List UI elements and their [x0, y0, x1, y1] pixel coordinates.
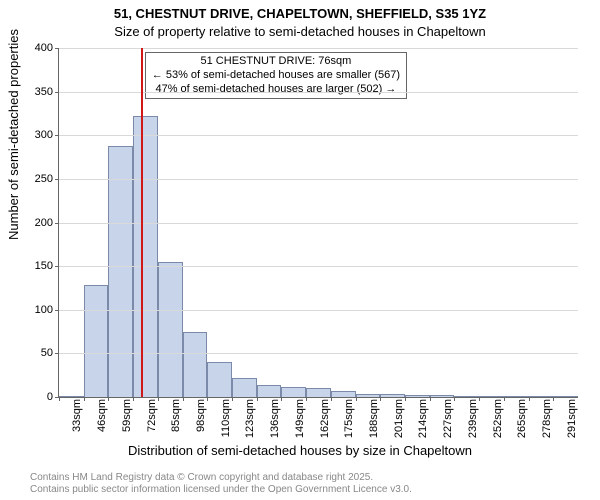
x-tick-label: 33sqm: [71, 397, 83, 432]
y-tick-label: 350: [35, 86, 59, 98]
x-tick-label: 252sqm: [492, 397, 504, 438]
x-tick-mark: [430, 397, 431, 401]
x-axis-label: Distribution of semi-detached houses by …: [0, 443, 600, 458]
y-tick-label: 300: [35, 129, 59, 141]
gridline: [59, 135, 578, 136]
footer: Contains HM Land Registry data © Crown c…: [30, 472, 412, 496]
x-tick-label: 59sqm: [121, 397, 133, 432]
x-tick-mark: [207, 397, 208, 401]
y-tick-label: 0: [47, 391, 59, 403]
gridline: [59, 266, 578, 267]
x-tick-label: 46sqm: [96, 397, 108, 432]
x-tick-mark: [108, 397, 109, 401]
y-tick-label: 250: [35, 173, 59, 185]
marker-line: [141, 48, 143, 397]
x-tick-mark: [380, 397, 381, 401]
x-tick-label: 227sqm: [442, 397, 454, 438]
chart-container: 51, CHESTNUT DRIVE, CHAPELTOWN, SHEFFIEL…: [0, 0, 600, 500]
x-tick-mark: [331, 397, 332, 401]
annotation-line-3: 47% of semi-detached houses are larger (…: [152, 83, 400, 97]
x-tick-mark: [257, 397, 258, 401]
x-tick-mark: [405, 397, 406, 401]
x-tick-mark: [356, 397, 357, 401]
y-axis-label: Number of semi-detached properties: [6, 29, 21, 240]
y-tick-label: 50: [41, 347, 59, 359]
chart-title: 51, CHESTNUT DRIVE, CHAPELTOWN, SHEFFIEL…: [0, 0, 600, 22]
x-tick-label: 85sqm: [170, 397, 182, 432]
y-tick-label: 200: [35, 217, 59, 229]
x-tick-label: 265sqm: [516, 397, 528, 438]
footer-line-2: Contains public sector information licen…: [30, 484, 412, 496]
x-tick-label: 136sqm: [269, 397, 281, 438]
gridline: [59, 179, 578, 180]
x-tick-label: 162sqm: [319, 397, 331, 438]
x-tick-mark: [479, 397, 480, 401]
gridline: [59, 48, 578, 49]
bar: [232, 378, 257, 397]
x-tick-mark: [553, 397, 554, 401]
plot-area: 51 CHESTNUT DRIVE: 76sqm ← 53% of semi-d…: [58, 48, 578, 398]
x-tick-label: 278sqm: [541, 397, 553, 438]
x-tick-label: 239sqm: [467, 397, 479, 438]
bar: [306, 388, 331, 397]
x-tick-label: 175sqm: [343, 397, 355, 438]
gridline: [59, 310, 578, 311]
x-tick-label: 110sqm: [220, 397, 232, 437]
annotation-line-1: 51 CHESTNUT DRIVE: 76sqm: [152, 55, 400, 69]
x-tick-label: 123sqm: [244, 397, 256, 438]
bar: [158, 262, 183, 397]
x-tick-mark: [529, 397, 530, 401]
x-tick-label: 291sqm: [566, 397, 578, 438]
x-tick-mark: [133, 397, 134, 401]
y-tick-label: 100: [35, 304, 59, 316]
x-tick-mark: [158, 397, 159, 401]
bar: [133, 116, 158, 397]
x-tick-label: 188sqm: [368, 397, 380, 438]
bar: [108, 146, 133, 397]
bar: [183, 332, 208, 397]
y-tick-label: 400: [35, 42, 59, 54]
bar: [257, 385, 282, 397]
footer-line-1: Contains HM Land Registry data © Crown c…: [30, 472, 412, 484]
x-tick-label: 72sqm: [146, 397, 158, 432]
gridline: [59, 353, 578, 354]
annotation-line-2: ← 53% of semi-detached houses are smalle…: [152, 69, 400, 83]
x-tick-mark: [306, 397, 307, 401]
x-tick-label: 149sqm: [294, 397, 306, 438]
x-tick-mark: [183, 397, 184, 401]
x-tick-label: 214sqm: [417, 397, 429, 438]
gridline: [59, 223, 578, 224]
x-tick-mark: [84, 397, 85, 401]
x-tick-label: 98sqm: [195, 397, 207, 432]
x-tick-mark: [232, 397, 233, 401]
gridline: [59, 92, 578, 93]
x-tick-mark: [59, 397, 60, 401]
bar: [84, 285, 109, 397]
x-tick-mark: [504, 397, 505, 401]
bar: [207, 362, 232, 397]
x-tick-label: 201sqm: [393, 397, 405, 438]
y-tick-label: 150: [35, 260, 59, 272]
bar: [281, 387, 306, 397]
x-tick-mark: [281, 397, 282, 401]
x-tick-mark: [454, 397, 455, 401]
chart-subtitle: Size of property relative to semi-detach…: [0, 22, 600, 39]
